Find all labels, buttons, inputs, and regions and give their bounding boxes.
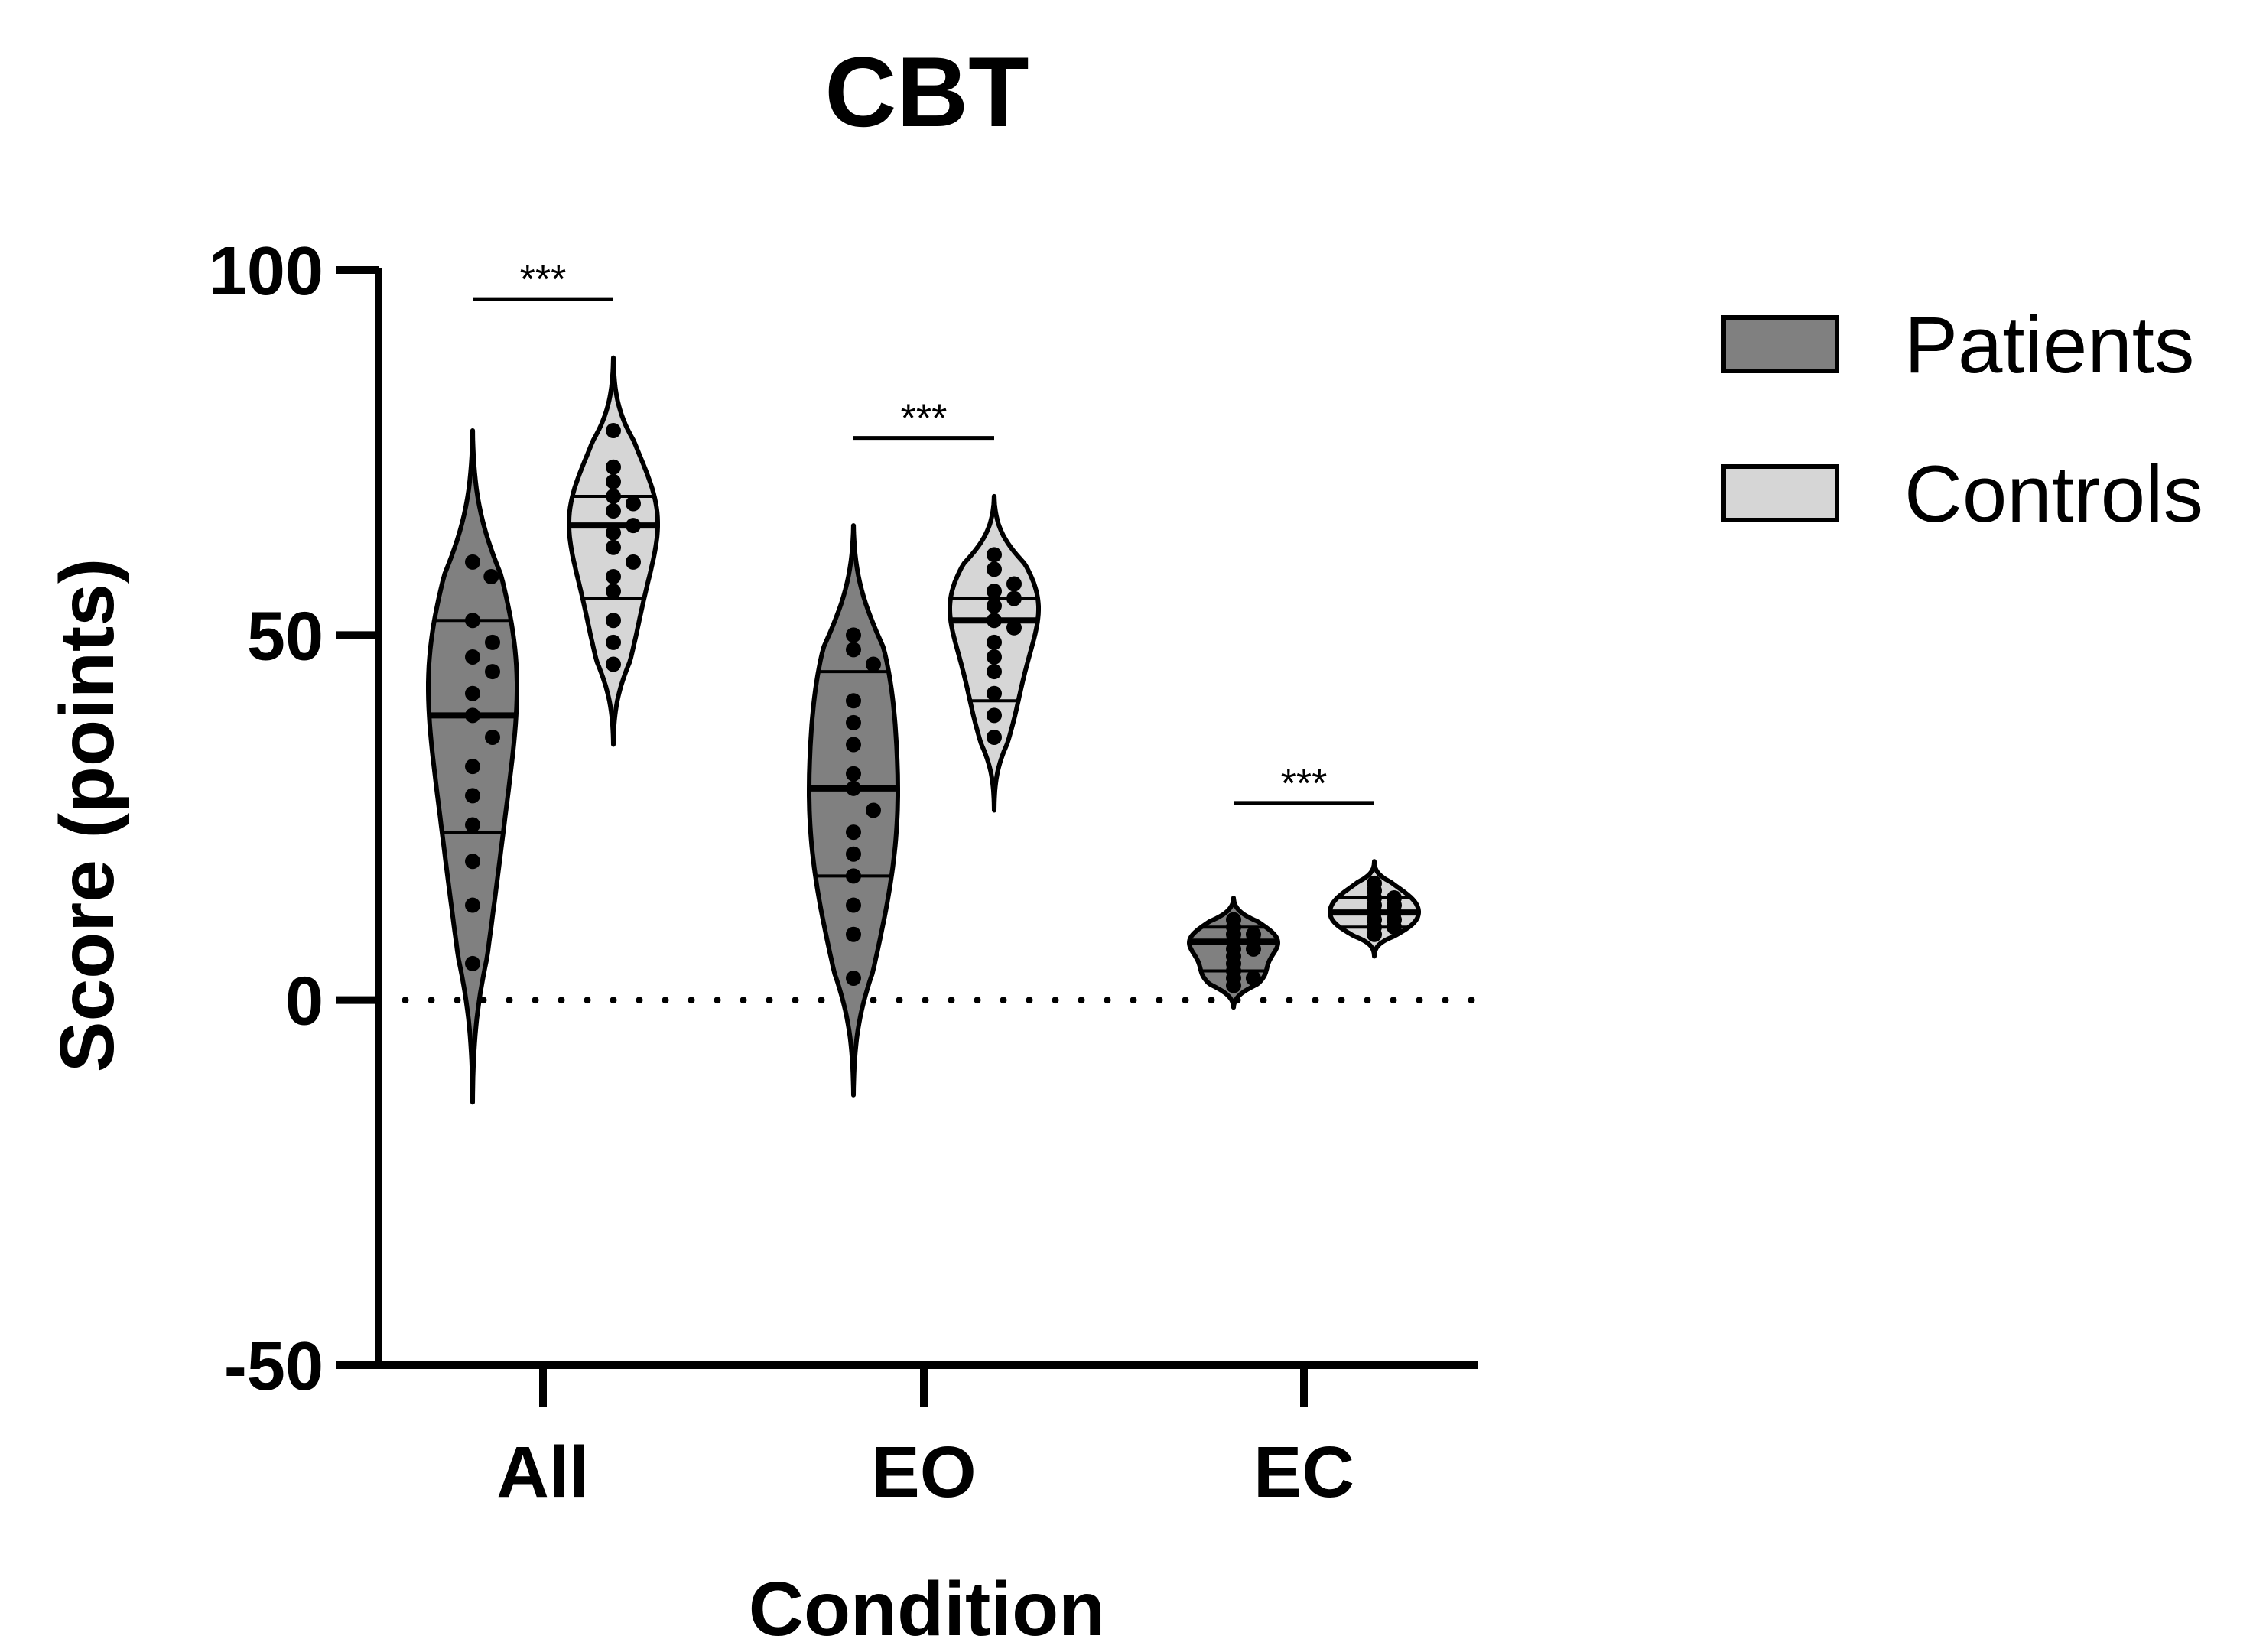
data-point [626, 518, 641, 534]
data-point [987, 649, 1002, 665]
data-point [846, 766, 861, 782]
data-point [987, 561, 1002, 577]
data-point [1246, 941, 1261, 957]
x-tick-label: EC [1253, 1432, 1354, 1513]
data-point [606, 613, 621, 629]
x-tick-label: All [496, 1432, 589, 1513]
y-axis-label: Score (points) [44, 558, 130, 1072]
y-tick-label: 0 [285, 964, 323, 1040]
data-point [606, 584, 621, 600]
data-point [606, 539, 621, 555]
data-point [866, 656, 881, 672]
data-point [465, 554, 480, 570]
legend-swatch-controls [1721, 464, 1839, 522]
legend-label-patients: Patients [1904, 301, 2194, 390]
data-point [846, 926, 861, 942]
legend-swatch-patients [1721, 315, 1839, 373]
data-point [606, 634, 621, 650]
data-point [987, 598, 1002, 614]
data-point [465, 854, 480, 870]
data-point [987, 664, 1002, 680]
data-point [465, 788, 480, 804]
y-tick-label: -50 [224, 1328, 323, 1405]
data-point [987, 729, 1002, 745]
data-point [846, 780, 861, 796]
legend-label-controls: Controls [1904, 450, 2203, 539]
data-point [846, 824, 861, 841]
y-tick-label: 100 [209, 233, 323, 310]
data-point [987, 613, 1002, 629]
data-point [465, 897, 480, 913]
data-point [987, 547, 1002, 563]
data-point [1006, 576, 1022, 592]
data-point [1245, 971, 1261, 987]
data-point [1367, 926, 1382, 942]
data-point [606, 473, 621, 489]
data-point [846, 846, 861, 862]
data-point [465, 817, 480, 833]
x-tick-label: EO [871, 1432, 976, 1513]
data-point [846, 737, 861, 753]
data-point [465, 707, 480, 724]
data-point [987, 634, 1002, 650]
data-point [606, 503, 621, 519]
significance-label: *** [1281, 762, 1328, 806]
data-point [465, 759, 480, 775]
data-point [606, 525, 621, 541]
significance-label: *** [520, 258, 567, 302]
legend: Patients Controls [1721, 301, 2203, 539]
data-point [626, 554, 641, 570]
data-point [1006, 620, 1022, 636]
data-point [606, 459, 621, 475]
data-point [987, 707, 1002, 724]
y-tick-label: 50 [247, 598, 323, 675]
data-point [465, 955, 480, 971]
violin-patients-eo [807, 523, 900, 1098]
data-point [1387, 919, 1402, 935]
data-point [485, 729, 500, 745]
data-point [606, 423, 621, 439]
data-point [846, 971, 861, 987]
chart-title: CBT [824, 36, 1029, 148]
data-point [846, 714, 861, 730]
data-point [606, 656, 621, 672]
significance-label: *** [901, 397, 948, 441]
data-point [626, 496, 641, 512]
data-point [465, 685, 480, 701]
data-point [465, 613, 480, 629]
data-point [987, 685, 1002, 701]
data-point [1226, 977, 1241, 993]
data-point [606, 568, 621, 584]
data-point [846, 693, 861, 709]
data-point [606, 488, 621, 504]
data-point [1006, 590, 1022, 606]
plot-area: -50 0 50 100 All EO EC *** *** *** [209, 233, 1481, 1513]
data-point [846, 897, 861, 913]
x-axis-label: Condition [749, 1566, 1106, 1652]
data-point [987, 584, 1002, 600]
data-point [483, 568, 499, 584]
data-point [846, 868, 861, 884]
data-point [866, 802, 881, 818]
data-point [485, 664, 500, 680]
data-point [846, 642, 861, 658]
data-point [485, 634, 500, 650]
data-point [465, 649, 480, 665]
data-point [846, 627, 861, 643]
